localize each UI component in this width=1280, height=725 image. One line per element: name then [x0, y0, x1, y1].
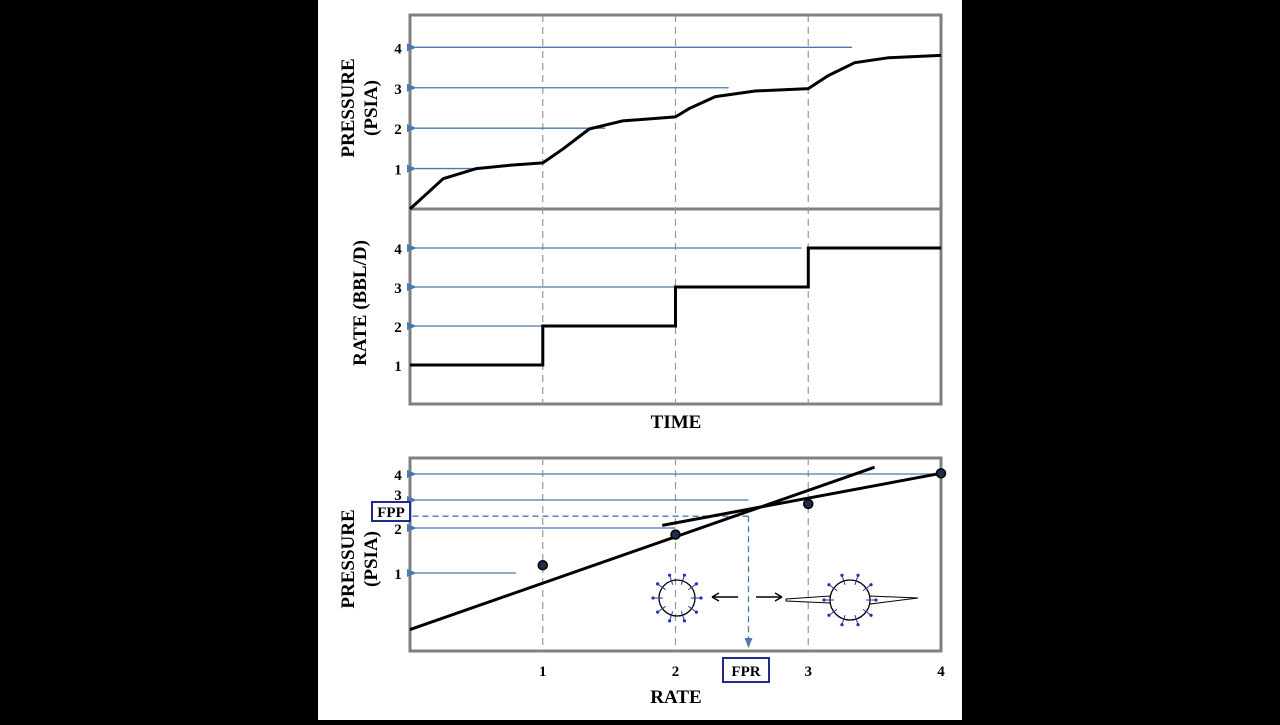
rad-arrows-left-ray-2 [680, 611, 685, 621]
rad-arrows-left-ray-6 [657, 583, 666, 591]
regression-line-2 [661, 471, 942, 527]
rad-arrows-right-ray-3 [841, 615, 846, 625]
rate-time-ytick-3: 3 [394, 281, 402, 297]
rad-arrows-left-tip-1 [694, 610, 699, 614]
rad-arrows-left-ray-4 [657, 605, 666, 613]
rad-arrows-right-tip-6 [827, 583, 831, 587]
data-points [537, 468, 947, 571]
regression-line-1 [409, 465, 876, 631]
ylabel-psia-top: (PSIA) [361, 80, 382, 136]
rad-arrows-right-ray-2 [854, 615, 859, 625]
rad-arrows-left-tip-2 [682, 619, 687, 623]
rad-arrows-right-tip-2 [856, 623, 860, 627]
rad-arrows-right-tip-1 [869, 613, 873, 617]
p-rate-ytick-4: 4 [394, 468, 402, 484]
rate-time-ytick-4: 4 [394, 242, 402, 258]
pressure-rate-ylabel: PRESSURE (PSIA) [338, 509, 382, 608]
rad-arrows-left-tip-8 [682, 573, 687, 577]
rad-arrows-left-tip-3 [667, 619, 672, 623]
rad-arrows-right-ray-1 [862, 609, 872, 616]
rad-arrows-right-ray-4 [828, 609, 838, 616]
rate-xtick-1: 1 [539, 664, 547, 680]
fpp-box [371, 501, 411, 522]
rad-arrows-right-tip-4 [827, 613, 831, 617]
rad-arrows-left-tip-7 [667, 573, 672, 577]
xlabel-time: TIME [651, 412, 702, 433]
rate-xtick-4: 4 [937, 664, 945, 680]
rad-arrows-left-tip-6 [655, 582, 660, 586]
data-point-2 [670, 529, 681, 540]
rad-arrows-left-tip-0 [699, 596, 703, 600]
p-time-ytick-3: 3 [394, 82, 402, 98]
p-rate-ytick-3: 3 [394, 488, 402, 504]
p-rate-ytick-1: 1 [394, 567, 402, 583]
rad-arrows-left-ray-8 [680, 575, 685, 585]
rad-arrows-left-ray-9 [688, 583, 697, 591]
rad-arrows-left-tip-4 [655, 610, 660, 614]
arrow-right-icon [756, 592, 783, 602]
xlabel-rate: RATE [650, 687, 701, 708]
rad-arrows-right-ray-8 [854, 575, 859, 585]
data-curves [408, 53, 942, 631]
rad-arrows-right-tip-7 [840, 573, 844, 577]
rate-xtick-2: 2 [672, 664, 680, 680]
fpp-label: FPP [377, 505, 405, 521]
rad-arrows-left-tip-9 [694, 582, 699, 586]
radial-flow-icon [651, 573, 703, 623]
rad-arrows-right-tip-0 [874, 598, 878, 602]
data-point-4 [935, 468, 947, 479]
fpr-label: FPR [731, 664, 760, 680]
ylabel-rate: RATE (BBL/D) [350, 240, 371, 366]
level-arrows [407, 43, 935, 648]
fpr-box [722, 657, 770, 683]
pressure-time-ylabel: PRESSURE (PSIA) [338, 58, 382, 157]
rate-step-curve [410, 246, 941, 367]
pressure-time-curve [408, 53, 942, 211]
rad-arrows-right-tip-5 [822, 598, 826, 602]
rad-arrows-right-tip-3 [840, 623, 844, 627]
rad-arrows-right-ray-7 [841, 575, 846, 585]
ylabel-psia-bottom: (PSIA) [361, 531, 382, 587]
rad-arrows-right-tip-9 [869, 583, 873, 587]
rad-arrows-right-ray-6 [828, 584, 838, 591]
p-time-ytick-1: 1 [394, 163, 402, 179]
rad-arrows-left-ray-1 [688, 605, 697, 613]
tick-labels: 1 2 3 4 1 2 3 4 1 2 3 4 1 2 3 4 [394, 41, 945, 680]
rate-xtick-3: 3 [805, 664, 813, 680]
arrow-left-icon [711, 592, 738, 602]
ylabel-pressure-top: PRESSURE [338, 58, 359, 157]
rad-arrows-left-ray-7 [669, 575, 674, 585]
rate-time-ytick-1: 1 [394, 359, 402, 375]
data-point-3 [803, 498, 814, 510]
rad-arrows-right-tip-8 [856, 573, 860, 577]
rad-arrows-right-ray-9 [862, 584, 872, 591]
p-time-ytick-2: 2 [394, 122, 402, 138]
fpp-annotation: FPP [371, 501, 411, 522]
p-time-ytick-4: 4 [394, 41, 402, 57]
data-point-1 [537, 559, 548, 571]
ylabel-pressure-bottom: PRESSURE [338, 509, 359, 608]
rad-arrows-left-tip-5 [651, 596, 655, 600]
p-rate-ytick-2: 2 [394, 522, 402, 538]
fpr-annotation: FPR [722, 657, 770, 683]
rate-time-ytick-2: 2 [394, 320, 402, 336]
fractured-flow-icon [785, 573, 919, 627]
rad-arrows-left-ray-3 [669, 611, 674, 621]
